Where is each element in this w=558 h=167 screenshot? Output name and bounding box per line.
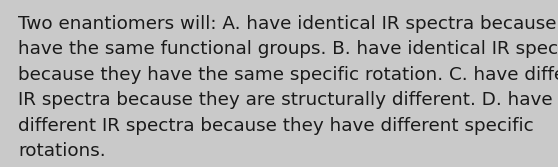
Text: IR spectra because they are structurally different. D. have: IR spectra because they are structurally… (18, 92, 552, 110)
Text: Two enantiomers will: A. have identical IR spectra because they: Two enantiomers will: A. have identical … (18, 15, 558, 33)
Text: rotations.: rotations. (18, 142, 105, 160)
Text: different IR spectra because they have different specific: different IR spectra because they have d… (18, 117, 534, 135)
Text: because they have the same specific rotation. C. have different: because they have the same specific rota… (18, 66, 558, 84)
Text: have the same functional groups. B. have identical IR spectra: have the same functional groups. B. have… (18, 41, 558, 58)
